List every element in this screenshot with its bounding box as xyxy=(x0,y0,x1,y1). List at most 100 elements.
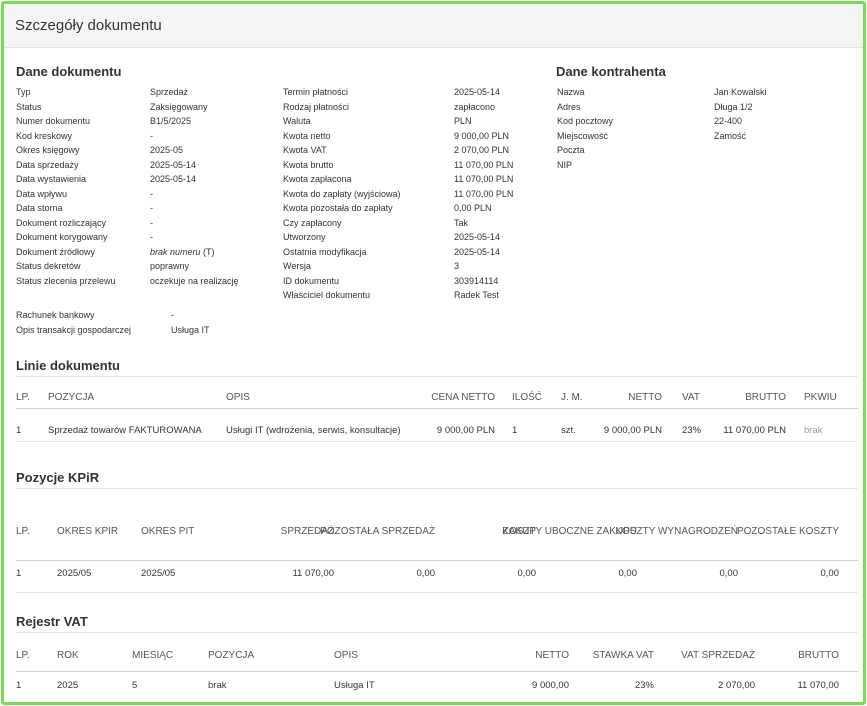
kv-row: Miejscowość Zamość xyxy=(557,129,767,144)
section-title-document-data: Dane dokumentu xyxy=(16,64,122,79)
kv-value: B1/5/2025 xyxy=(150,116,192,126)
kv-label: Dokument korygowany xyxy=(16,232,108,242)
column-header[interactable]: OPIS xyxy=(226,392,250,404)
kv-row: Ostatnia modyfikacja 2025-05-14 xyxy=(283,245,513,260)
column-header[interactable]: NETTO xyxy=(628,392,662,404)
kv-label: Kwota brutto xyxy=(283,159,334,170)
kv-value: Radek Test xyxy=(454,290,499,300)
column-header[interactable]: KOSZTY UBOCZNE ZAKUPU xyxy=(502,526,637,538)
kv-row: Dokument rozliczający - xyxy=(16,216,239,231)
column-header[interactable]: POZOSTAŁA SPRZEDAŻ xyxy=(320,526,435,538)
kv-row: Rodzaj płatności zapłacono xyxy=(283,100,513,115)
table-cell: 23% xyxy=(634,680,654,691)
divider xyxy=(16,632,858,633)
column-header[interactable]: BRUTTO xyxy=(745,392,786,404)
column-header[interactable]: CENA NETTO xyxy=(431,392,495,404)
document-data-col1: Typ Sprzedaż Status Zaksięgowany Numer dokum… xyxy=(16,85,239,288)
kv-row: Utworzony 2025-05-14 xyxy=(283,230,513,245)
kv-value: brak numeru (T) xyxy=(150,246,215,257)
kv-row: Opis transakcji gospodarczej Usługa IT xyxy=(16,323,210,338)
kv-row: Kwota pozostała do zapłaty 0,00 PLN xyxy=(283,201,513,216)
row-divider xyxy=(16,704,858,705)
kv-value: 9 000,00 PLN xyxy=(454,130,510,141)
kv-label: Data wystawienia xyxy=(16,174,87,184)
kv-row: Kwota brutto 11 070,00 PLN xyxy=(283,158,513,173)
kv-value: zapłacono xyxy=(454,101,496,112)
kv-label: Utworzony xyxy=(283,232,326,242)
kv-row: Data storna - xyxy=(16,201,239,216)
kv-row: Kwota do zapłaty (wyjściowa) 11 070,00 PL… xyxy=(283,187,513,202)
kv-row: Kod kreskowy - xyxy=(16,129,239,144)
column-header[interactable]: OKRES PIT xyxy=(141,526,195,538)
kv-label: Numer dokumentu xyxy=(16,116,91,126)
column-header[interactable]: STAWKA VAT xyxy=(592,650,654,662)
kv-row: Data wystawienia 2025-05-14 xyxy=(16,172,239,187)
column-header[interactable]: POZYCJA xyxy=(208,650,255,662)
kv-label: Dokument źródłowy xyxy=(16,246,96,257)
kv-value: Zaksięgowany xyxy=(150,101,208,112)
kv-row: Kwota netto 9 000,00 PLN xyxy=(283,129,513,144)
kv-label: Kwota netto xyxy=(283,130,331,141)
column-header[interactable]: ROK xyxy=(57,650,79,662)
section-title-contractor-data: Dane kontrahenta xyxy=(556,64,666,79)
header-divider xyxy=(16,671,858,672)
kv-label: Dokument rozliczający xyxy=(16,217,107,228)
column-header[interactable]: VAT SPRZEDAŻ xyxy=(681,650,755,662)
column-header[interactable]: ILOŚĆ xyxy=(512,392,543,404)
section-title-vat-register: Rejestr VAT xyxy=(16,614,88,629)
row-divider xyxy=(16,441,858,442)
column-header[interactable]: NETTO xyxy=(535,650,569,662)
kv-label: Data storna xyxy=(16,203,63,213)
kv-label: Data sprzedaży xyxy=(16,159,79,170)
kv-label: Rodzaj płatności xyxy=(283,101,350,112)
kv-value: 2025-05-14 xyxy=(150,159,197,170)
section-title-kpir: Pozycje KPiR xyxy=(16,470,100,485)
kv-value: 11 070,00 PLN xyxy=(454,174,514,184)
kv-row: Waluta PLN xyxy=(283,114,513,129)
kv-value: 3 xyxy=(454,261,460,271)
contractor-data: Nazwa Jan Kowalski Adres Długa 1/2 Kod poczt… xyxy=(557,85,767,172)
kv-row: Status Zaksięgowany xyxy=(16,100,239,115)
column-header[interactable]: POZYCJA xyxy=(48,392,95,404)
kv-value: 2 070,00 PLN xyxy=(454,145,510,155)
kv-row: Data wpływu - xyxy=(16,187,239,202)
table-cell: szt. xyxy=(561,425,576,436)
table-cell: 1 xyxy=(16,425,22,436)
column-header[interactable]: BRUTTO xyxy=(798,650,839,662)
kv-row: Status zlecenia przelewu oczekuje na real… xyxy=(16,274,239,289)
table-cell: 11 070,00 xyxy=(292,568,334,579)
kv-row: NIP xyxy=(557,158,767,173)
table-cell: 9 000,00 xyxy=(532,680,569,691)
table-cell: 1 xyxy=(16,568,22,579)
kv-value: - xyxy=(150,217,153,228)
column-header[interactable]: SPRZEDAŻ xyxy=(280,526,334,538)
column-header[interactable]: VAT xyxy=(682,392,700,404)
column-header[interactable]: PKWIU xyxy=(804,392,837,404)
kv-row: Adres Długa 1/2 xyxy=(557,100,767,115)
table-cell: 0,00 xyxy=(719,568,739,579)
kv-label: Poczta xyxy=(557,145,585,155)
kv-label: Ostatnia modyfikacja xyxy=(283,246,367,257)
column-header[interactable]: LP. xyxy=(16,650,30,662)
kv-label: Rachunek bankowy xyxy=(16,310,95,320)
column-header[interactable]: POZOSTAŁE KOSZTY xyxy=(736,526,839,538)
column-header[interactable]: LP. xyxy=(16,392,30,404)
column-header[interactable]: LP. xyxy=(16,526,30,538)
table-cell: 2025/05 xyxy=(57,568,92,579)
kv-label: Status zlecenia przelewu xyxy=(16,275,116,286)
kv-row: Okres księgowy 2025-05 xyxy=(16,143,239,158)
kv-label: Kwota do zapłaty (wyjściowa) xyxy=(283,188,401,199)
column-header[interactable]: OPIS xyxy=(334,650,358,662)
table-cell: 9 000,00 PLN xyxy=(603,425,662,436)
column-header[interactable]: KOSZTY WYNAGRODZEŃ xyxy=(615,526,738,538)
column-header[interactable]: MIESIĄC xyxy=(132,650,174,662)
column-header[interactable]: OKRES KPIR xyxy=(57,526,119,538)
column-header[interactable]: ZAKUP xyxy=(502,526,536,538)
kv-value: 2025-05-14 xyxy=(150,174,197,184)
table-cell: Sprzedaż towarów FAKTUROWANA xyxy=(48,425,202,436)
kv-value: 2025-05-14 xyxy=(454,87,501,97)
table-cell: 5 xyxy=(132,680,138,691)
kv-value: Sprzedaż xyxy=(150,87,189,97)
column-header[interactable]: J. M. xyxy=(561,392,583,404)
table-cell: 2025 xyxy=(57,680,79,691)
